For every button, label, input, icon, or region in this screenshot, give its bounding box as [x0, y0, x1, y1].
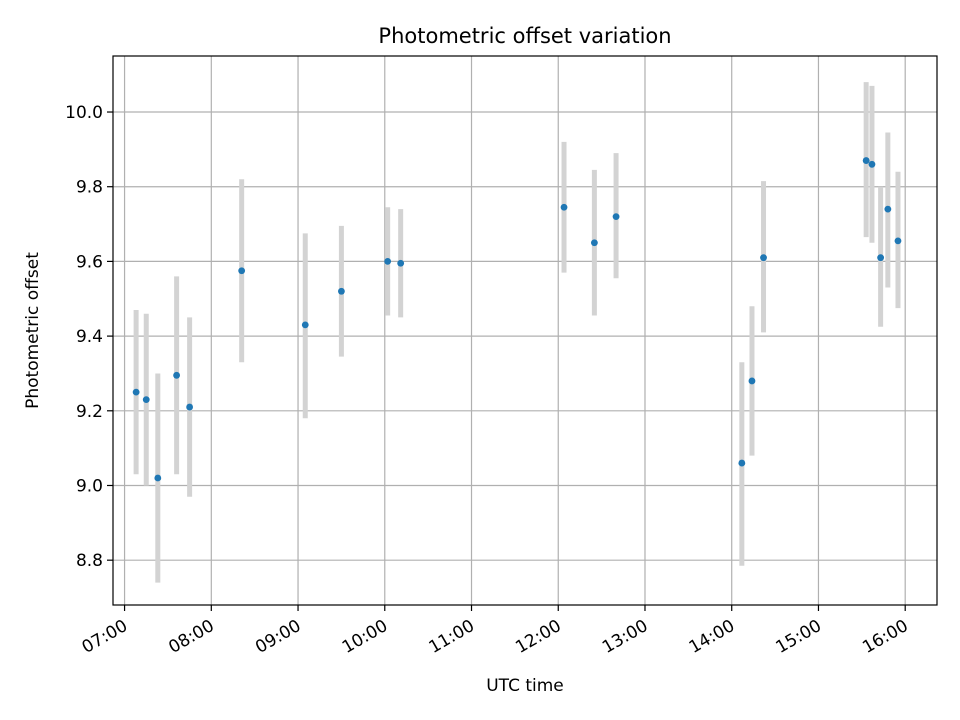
- data-point: [862, 157, 870, 164]
- y-tick-label: 9.2: [76, 402, 103, 422]
- y-tick-label: 9.4: [76, 327, 103, 347]
- data-point: [173, 371, 181, 379]
- data-point: [154, 474, 162, 482]
- data-point: [738, 459, 746, 467]
- data-point: [884, 205, 892, 213]
- data-point: [760, 254, 767, 262]
- x-tick-label: 15:00: [773, 616, 825, 658]
- data-point: [748, 377, 756, 385]
- y-tick-label: 9.8: [76, 178, 103, 198]
- data-point: [590, 239, 598, 247]
- chart-title: Photometric offset variation: [378, 24, 671, 48]
- y-axis-ticks: 8.8 9.0 9.2 9.4 9.6 9.8 10.0: [65, 103, 113, 571]
- errorbars: [133, 82, 901, 583]
- data-points: [132, 157, 902, 482]
- x-axis-label: UTC time: [486, 676, 564, 696]
- x-tick-label: 14:00: [686, 616, 738, 658]
- x-tick-label: 08:00: [165, 616, 217, 658]
- data-point: [132, 388, 140, 396]
- data-point: [397, 259, 405, 267]
- data-point: [560, 203, 568, 211]
- x-axis-ticks: 07:00 08:00 09:00 10:00 11:00 12:00 13:00 14:00…: [79, 605, 912, 658]
- y-axis-label: Photometric offset: [23, 252, 43, 409]
- x-tick-label: 12:00: [512, 616, 564, 658]
- data-point: [612, 213, 620, 220]
- y-tick-label: 9.0: [76, 476, 103, 496]
- grid: [113, 56, 937, 605]
- x-tick-label: 07:00: [79, 616, 131, 658]
- plot-frame: [112, 55, 938, 606]
- x-tick-label: 13:00: [599, 616, 651, 658]
- data-point: [301, 321, 309, 329]
- x-tick-label: 11:00: [426, 616, 478, 658]
- data-point: [877, 254, 885, 262]
- data-point: [142, 396, 150, 403]
- y-tick-label: 9.6: [76, 252, 103, 272]
- data-point: [868, 160, 876, 168]
- y-tick-label: 8.8: [76, 551, 103, 571]
- x-tick-label: 16:00: [859, 616, 911, 658]
- data-point: [894, 237, 902, 245]
- data-point: [338, 287, 345, 295]
- data-point: [186, 403, 194, 411]
- y-tick-label: 10.0: [65, 103, 103, 123]
- x-tick-label: 09:00: [252, 616, 304, 658]
- x-tick-label: 10:00: [339, 616, 391, 658]
- data-point: [238, 267, 246, 275]
- data-point: [384, 258, 392, 265]
